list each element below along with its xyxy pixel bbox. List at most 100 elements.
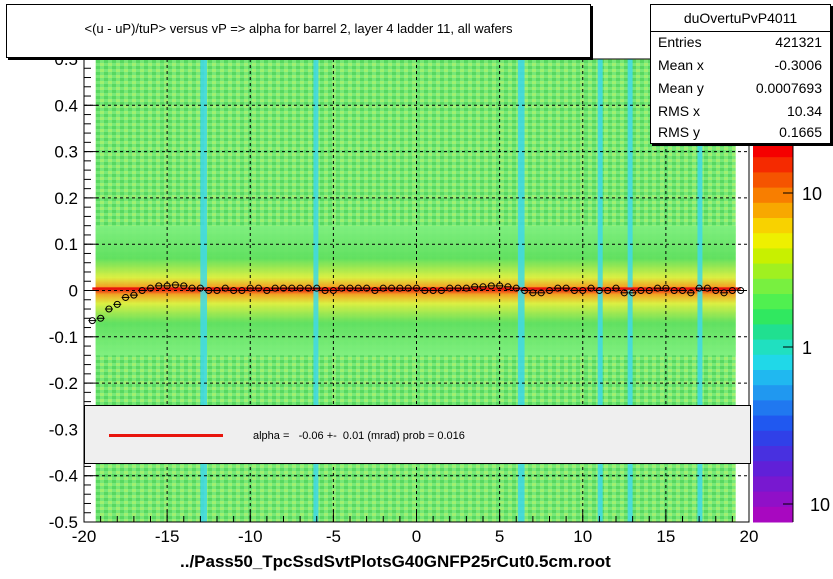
stats-histogram-name: duOvertuPvP4011 — [683, 10, 798, 26]
profile-point — [537, 289, 545, 297]
profile-point — [338, 284, 346, 292]
profile-point — [180, 282, 188, 290]
x-tick-label: -15 — [155, 527, 180, 546]
profile-point — [720, 289, 728, 297]
profile-point — [313, 284, 321, 292]
palette-tick-label: 10 — [802, 184, 822, 204]
profile-point — [471, 283, 479, 291]
palette-cell — [753, 278, 793, 295]
profile-point — [171, 281, 179, 289]
x-tick-label: 15 — [656, 527, 675, 546]
palette-cell — [753, 157, 793, 173]
y-tick-label: 0.1 — [54, 235, 78, 254]
profile-point — [163, 282, 171, 290]
profile-point — [496, 282, 504, 290]
palette-cell — [753, 187, 793, 204]
x-tick-label: -10 — [238, 527, 263, 546]
stats-meanx-value: -0.3006 — [774, 57, 822, 73]
palette-cell — [753, 172, 793, 189]
y-tick-label: -0.3 — [49, 420, 78, 439]
palette-cell — [753, 142, 793, 158]
palette-cell — [753, 370, 793, 386]
profile-point — [188, 284, 196, 292]
profile-point — [354, 284, 362, 292]
profile-point — [147, 284, 154, 292]
profile-point — [437, 287, 445, 294]
profile-point — [529, 289, 537, 297]
palette-cell — [753, 354, 793, 371]
profile-point — [205, 287, 213, 294]
stats-entries-value: 421321 — [775, 34, 822, 50]
profile-point — [155, 282, 163, 290]
profile-point — [679, 287, 686, 294]
profile-point — [595, 287, 603, 294]
profile-point — [421, 287, 429, 294]
palette-cell — [753, 339, 793, 356]
palette-cell — [753, 461, 793, 477]
stats-box: duOvertuPvP4011 Entries 421321 Mean x -0… — [650, 4, 831, 144]
profile-point — [454, 284, 462, 292]
palette-cell — [753, 446, 793, 462]
palette-cell — [753, 415, 793, 432]
profile-point — [662, 284, 670, 292]
profile-point — [288, 284, 296, 292]
profile-point — [321, 287, 329, 294]
palette-cell — [753, 324, 793, 341]
profile-point — [271, 284, 279, 292]
profile-point — [429, 287, 437, 294]
heatmap-gap-strip — [200, 59, 208, 522]
profile-point — [138, 287, 146, 294]
profile-point — [113, 300, 121, 308]
y-tick-label: -0.4 — [49, 467, 78, 486]
palette-cell — [753, 400, 793, 417]
profile-point — [221, 284, 229, 292]
profile-point — [487, 282, 495, 290]
profile-point — [645, 287, 653, 294]
stats-rmsy-value: 0.1665 — [779, 124, 822, 140]
x-tick-label: -20 — [72, 527, 97, 546]
palette-cell — [753, 385, 793, 401]
profile-point — [379, 284, 387, 292]
profile-point — [97, 314, 105, 322]
palette-cell — [753, 294, 793, 310]
fit-legend-line — [109, 434, 223, 437]
profile-point — [512, 284, 520, 292]
stats-rmsy-label: RMS y — [658, 124, 700, 140]
profile-point — [346, 284, 354, 292]
profile-point — [446, 284, 454, 292]
profile-point — [695, 284, 703, 292]
profile-point — [462, 284, 470, 292]
title-box: <(u - uP)/tuP> versus vP => alpha for ba… — [6, 4, 591, 58]
y-tick-label: 0.3 — [54, 143, 78, 162]
profile-point — [728, 287, 736, 294]
palette-cell — [753, 263, 793, 280]
stats-meanx-label: Mean x — [658, 57, 704, 73]
palette-cell — [753, 309, 793, 325]
palette-cell — [753, 202, 793, 219]
profile-point — [479, 283, 487, 291]
profile-point — [654, 284, 662, 292]
palette-tick-label: 10 — [810, 495, 830, 515]
profile-point — [629, 289, 637, 297]
profile-point — [521, 287, 529, 294]
y-tick-label: 0.2 — [54, 189, 78, 208]
profile-point — [230, 287, 238, 294]
profile-point — [255, 284, 263, 292]
profile-point — [238, 287, 246, 294]
x-tick-label: 0 — [412, 527, 421, 546]
stats-divider — [651, 31, 830, 32]
x-tick-label: 20 — [740, 527, 759, 546]
profile-point — [737, 287, 745, 294]
y-tick-label: -0.2 — [49, 374, 78, 393]
profile-point — [504, 283, 512, 291]
fit-legend-box: alpha = -0.06 +- 0.01 (mrad) prob = 0.01… — [84, 405, 751, 464]
profile-point — [371, 287, 379, 294]
plot-title: <(u - uP)/tuP> versus vP => alpha for ba… — [84, 21, 513, 36]
profile-point — [196, 284, 204, 292]
profile-point — [687, 289, 695, 297]
profile-point — [604, 287, 612, 294]
palette-cell — [753, 430, 793, 447]
profile-point — [546, 287, 553, 294]
profile-point — [388, 284, 396, 292]
profile-point — [554, 284, 562, 292]
